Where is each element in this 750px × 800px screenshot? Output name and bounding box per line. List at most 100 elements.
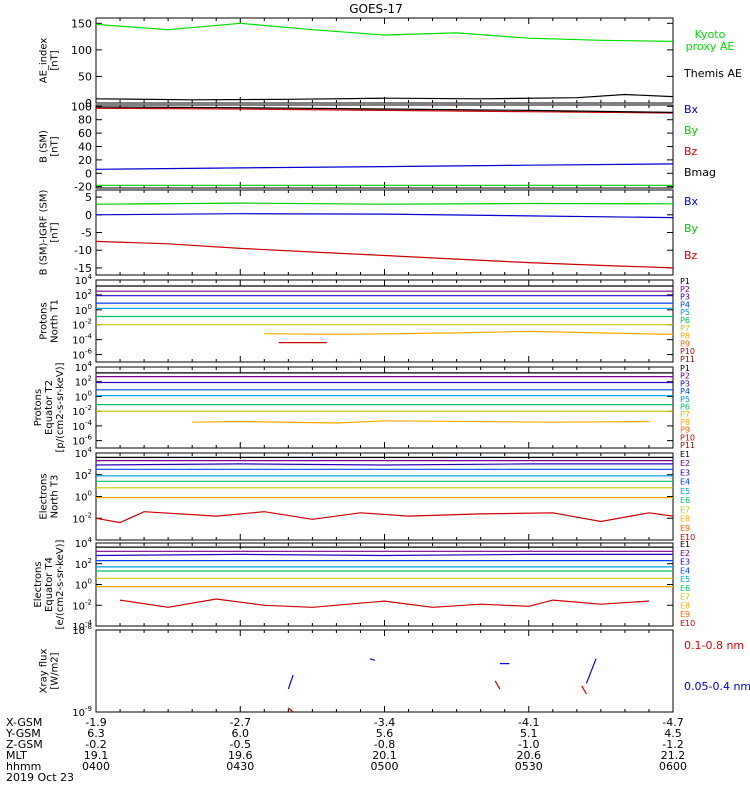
y-tick-label: 10-2 — [72, 511, 92, 525]
y-tick-label: 102 — [75, 468, 92, 482]
y-tick-label: 10-4 — [72, 333, 92, 347]
y-tick-label: -20 — [74, 181, 92, 194]
x-row-value: 0400 — [82, 760, 110, 773]
x-row-value: 4.5 — [664, 727, 682, 740]
y-tick-label: -15 — [74, 262, 92, 275]
legend-entry: Bx — [684, 103, 699, 116]
series-line-By — [96, 202, 673, 205]
legend-entry: E5 — [680, 487, 690, 496]
y-tick-label: 104 — [75, 360, 93, 374]
legend-entry: E10 — [680, 533, 695, 542]
legend-entry: P9 — [680, 426, 690, 435]
legend-entry: E5 — [680, 575, 690, 584]
legend-entry: E8 — [680, 515, 690, 524]
legend-entry: P5 — [680, 308, 690, 317]
panel-frame — [95, 17, 674, 104]
y-tick-label: 100 — [71, 100, 92, 113]
legend-entry: Bmag — [684, 166, 716, 179]
legend-entry: P11 — [680, 355, 695, 364]
legend-entry: Kyoto — [695, 28, 726, 41]
legend-entry: P10 — [680, 347, 695, 356]
x-row-value: 0430 — [226, 760, 254, 773]
y-tick-label: 104 — [75, 273, 93, 287]
panel-frame — [95, 366, 674, 449]
legend-entry: 0.1-0.8 nm — [684, 639, 744, 652]
panel-frame — [95, 279, 674, 363]
legend-entry: P2 — [680, 372, 690, 381]
x-row-value: 19.6 — [228, 749, 253, 762]
y-tick-label: 102 — [75, 557, 92, 571]
x-row-value: 6.3 — [87, 727, 105, 740]
series-line-Bmag — [96, 106, 673, 113]
legend-entry: P1 — [680, 364, 690, 373]
legend-entry: E3 — [680, 468, 690, 477]
y-tick-label: 102 — [75, 288, 92, 302]
series-line-P8 — [192, 420, 650, 424]
x-row-label: Z-GSM — [6, 738, 43, 751]
panel-3: -15 -10 -5 0 5 B (SM)-IGRF (SM) [nT] Bx By Bz — [39, 189, 699, 276]
x-row-value: 0530 — [515, 760, 543, 773]
legend-entry: P6 — [680, 316, 690, 325]
legend-entry: P3 — [680, 379, 690, 388]
series-line-0.1-0.8 nm — [494, 680, 501, 690]
legend-entry: P7 — [680, 410, 690, 419]
chart-title: GOES-17 — [349, 2, 403, 16]
series-line-E10 — [96, 511, 673, 524]
x-row-value: -1.9 — [85, 716, 106, 729]
x-row-label: X-GSM — [6, 716, 42, 729]
y-tick-label: 100 — [75, 303, 92, 317]
x-row-value: 6.0 — [232, 727, 250, 740]
series-line-P8 — [264, 330, 673, 336]
x-row-value: -4.1 — [518, 716, 539, 729]
y-tick-label: 20 — [78, 154, 92, 167]
legend-entry: E6 — [680, 496, 690, 505]
y-tick-label: 0 — [85, 209, 92, 222]
legend-entry: P11 — [680, 441, 695, 450]
legend-entry: By — [684, 124, 699, 137]
legend-entry: By — [684, 222, 699, 235]
legend-entry: 0.05-0.4 nm — [684, 680, 750, 693]
y-tick-label: 0 — [85, 167, 92, 180]
x-row-value: 20.1 — [372, 749, 397, 762]
y-axis-label: [W/m2] — [50, 652, 61, 689]
y-axis-label: B (SM) — [39, 130, 50, 163]
legend-entry: E8 — [680, 601, 690, 610]
legend-entry: Bz — [684, 145, 698, 158]
series-line-Bx — [96, 213, 673, 219]
legend-entry: P3 — [680, 293, 690, 302]
legend-entry: Bz — [684, 249, 698, 262]
x-row-value: -0.8 — [374, 738, 395, 751]
legend-entry: P8 — [680, 418, 690, 427]
y-axis-label: [nT] — [50, 50, 61, 70]
series-line-Bz — [96, 107, 673, 114]
y-tick-label: 102 — [75, 375, 92, 389]
legend-entry: P1 — [680, 277, 690, 286]
y-tick-label: 100 — [75, 490, 92, 504]
panel-frame — [95, 629, 674, 713]
x-row-value: 5.1 — [520, 727, 538, 740]
series-line-Kyoto proxy AE — [96, 22, 673, 42]
x-row-value: 5.6 — [376, 727, 394, 740]
legend-entry: proxy AE — [686, 40, 735, 53]
y-tick-label: 10-2 — [72, 404, 92, 418]
legend-entry: P9 — [680, 339, 690, 348]
y-tick-label: 60 — [78, 127, 92, 140]
y-axis-label: Electrons — [33, 561, 44, 607]
x-row-label: hhmm — [6, 760, 41, 773]
y-tick-label: 10-2 — [72, 318, 92, 332]
legend-entry: E9 — [680, 524, 690, 533]
legend-entry: E9 — [680, 610, 690, 619]
panel-frame — [95, 189, 674, 276]
y-tick-label: 5 — [85, 191, 92, 204]
x-row-value: -1.2 — [662, 738, 683, 751]
series-line-0.1-0.8 nm — [581, 685, 587, 695]
y-axis-label: Xray flux — [39, 649, 50, 694]
legend-entry: E4 — [680, 478, 690, 487]
y-tick-label: 10-8 — [72, 623, 92, 637]
x-row-value: 21.2 — [661, 749, 686, 762]
series-line-Bx — [96, 163, 673, 170]
legend-entry: E1 — [680, 450, 690, 459]
x-row-value: 19.1 — [84, 749, 109, 762]
legend-entry: E2 — [680, 459, 690, 468]
